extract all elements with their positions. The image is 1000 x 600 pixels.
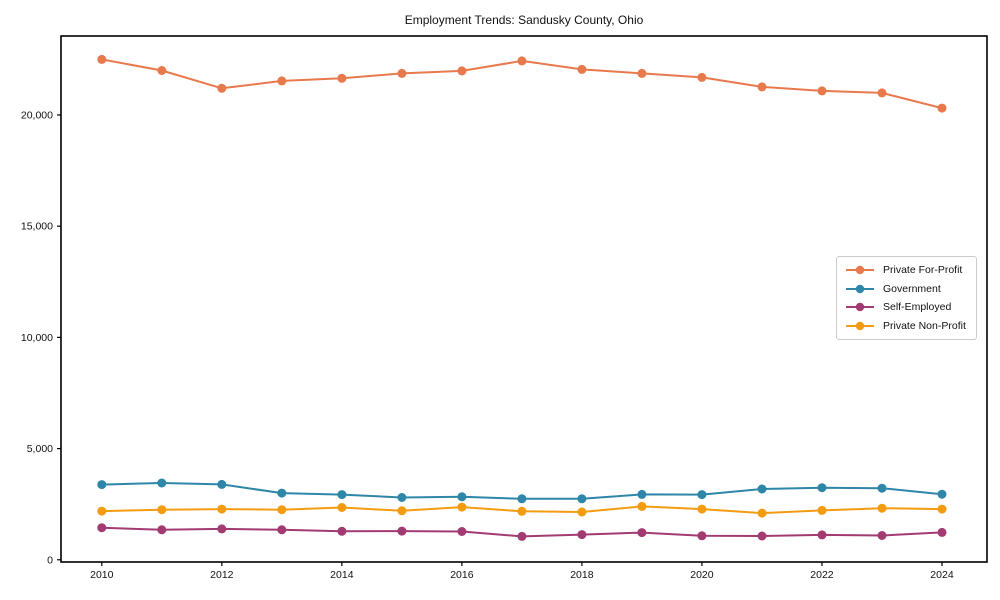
data-point-marker	[457, 527, 467, 536]
x-axis-tick-label: 2012	[210, 569, 234, 581]
data-point-marker	[277, 488, 287, 498]
data-point-marker	[217, 83, 227, 93]
data-point-marker	[937, 103, 947, 113]
y-axis-tick-label: 15,000	[21, 221, 53, 233]
x-axis-tick-label: 2020	[690, 569, 714, 581]
data-point-marker	[277, 76, 287, 86]
data-point-marker	[637, 489, 647, 499]
data-point-marker	[157, 505, 167, 515]
data-point-marker	[457, 502, 467, 512]
legend-item: Self-Employed	[845, 301, 968, 313]
data-point-marker	[877, 483, 887, 493]
data-point-marker	[817, 86, 827, 96]
x-axis-tick-label: 2024	[930, 569, 954, 581]
data-point-marker	[397, 506, 407, 516]
x-axis-tick-label: 2018	[570, 569, 594, 581]
legend-item-label: Private For-Profit	[883, 264, 963, 277]
data-point-marker	[757, 82, 767, 92]
x-axis-tick-label: 2014	[330, 569, 354, 581]
data-point-marker	[337, 490, 347, 500]
data-point-marker	[217, 479, 227, 489]
legend-line-marker-icon	[846, 321, 874, 330]
data-point-marker	[937, 489, 947, 499]
data-point-marker	[697, 490, 707, 500]
legend-item-label: Private Non-Profit	[883, 319, 966, 332]
data-point-marker	[277, 525, 287, 535]
data-point-marker	[217, 524, 227, 534]
data-point-marker	[697, 72, 707, 82]
legend-line-marker-icon	[846, 303, 874, 312]
chart-title: Employment Trends: Sandusky County, Ohio	[404, 13, 644, 27]
data-point-marker	[877, 88, 887, 98]
data-point-marker	[757, 508, 767, 518]
data-point-marker	[97, 54, 107, 64]
data-point-marker	[97, 523, 107, 533]
data-point-marker	[517, 531, 527, 541]
data-point-marker	[937, 527, 947, 537]
y-axis-tick-label: 0	[47, 554, 53, 566]
data-point-marker	[937, 504, 947, 514]
legend-item-label: Government	[883, 282, 941, 295]
data-point-marker	[577, 530, 587, 540]
data-point-marker	[697, 504, 707, 514]
data-point-marker	[577, 494, 587, 504]
y-axis-tick-label: 20,000	[21, 109, 53, 121]
x-axis-tick-label: 2016	[450, 569, 474, 581]
legend-item: Private Non-Profit	[845, 320, 968, 332]
data-point-marker	[817, 530, 827, 540]
data-point-marker	[637, 501, 647, 511]
data-point-marker	[517, 56, 527, 66]
data-point-marker	[157, 66, 167, 75]
data-point-marker	[157, 525, 167, 535]
legend-item-label: Self-Employed	[883, 301, 952, 314]
legend-line-marker-icon	[846, 266, 874, 275]
data-point-marker	[97, 480, 107, 490]
data-point-marker	[517, 494, 527, 504]
data-point-marker	[877, 503, 887, 513]
data-point-marker	[757, 484, 767, 494]
data-point-marker	[277, 505, 287, 515]
data-point-marker	[637, 528, 647, 538]
data-point-marker	[97, 506, 107, 516]
data-point-marker	[397, 526, 407, 536]
legend-line-marker-icon	[846, 284, 874, 293]
data-point-marker	[337, 503, 347, 512]
data-point-marker	[337, 73, 347, 83]
data-point-marker	[817, 483, 827, 493]
data-point-marker	[577, 507, 587, 517]
y-axis-tick-label: 10,000	[21, 332, 53, 344]
x-axis-tick-label: 2022	[810, 569, 834, 581]
data-point-marker	[397, 493, 407, 502]
data-point-marker	[217, 504, 227, 514]
data-point-marker	[877, 531, 887, 540]
data-point-marker	[517, 506, 527, 516]
plot-border	[60, 35, 988, 563]
legend-item: Private For-Profit	[845, 264, 968, 276]
x-axis-tick-label: 2010	[90, 569, 114, 581]
data-point-marker	[817, 505, 827, 515]
data-point-marker	[457, 492, 467, 502]
data-point-marker	[457, 66, 467, 76]
legend-item: Government	[845, 283, 968, 295]
legend: Private For-Profit Government Self-Employe…	[836, 256, 977, 340]
data-point-marker	[697, 531, 707, 541]
data-point-marker	[637, 68, 647, 78]
data-point-marker	[577, 64, 587, 74]
series-line	[100, 58, 943, 110]
data-point-marker	[397, 68, 407, 78]
data-point-marker	[337, 526, 347, 536]
data-point-marker	[157, 478, 167, 488]
data-point-marker	[757, 531, 767, 541]
y-axis-tick-label: 5,000	[27, 443, 53, 455]
